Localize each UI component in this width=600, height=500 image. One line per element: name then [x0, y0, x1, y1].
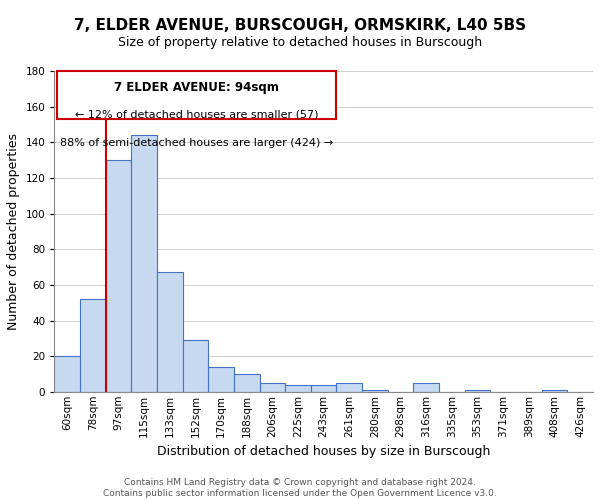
Bar: [234, 374, 260, 392]
Text: Contains HM Land Registry data © Crown copyright and database right 2024.
Contai: Contains HM Land Registry data © Crown c…: [103, 478, 497, 498]
Bar: [362, 390, 388, 392]
Text: ← 12% of detached houses are smaller (57): ← 12% of detached houses are smaller (57…: [75, 110, 319, 120]
Bar: [208, 367, 234, 392]
Bar: [285, 384, 311, 392]
Bar: [157, 272, 182, 392]
FancyBboxPatch shape: [57, 71, 337, 119]
Bar: [182, 340, 208, 392]
Bar: [311, 384, 337, 392]
X-axis label: Distribution of detached houses by size in Burscough: Distribution of detached houses by size …: [157, 445, 490, 458]
Bar: [337, 383, 362, 392]
Bar: [260, 383, 285, 392]
Bar: [465, 390, 490, 392]
Text: 88% of semi-detached houses are larger (424) →: 88% of semi-detached houses are larger (…: [60, 138, 333, 148]
Y-axis label: Number of detached properties: Number of detached properties: [7, 133, 20, 330]
Text: 7, ELDER AVENUE, BURSCOUGH, ORMSKIRK, L40 5BS: 7, ELDER AVENUE, BURSCOUGH, ORMSKIRK, L4…: [74, 18, 526, 32]
Bar: [542, 390, 568, 392]
Bar: [80, 299, 106, 392]
Bar: [106, 160, 131, 392]
Text: Size of property relative to detached houses in Burscough: Size of property relative to detached ho…: [118, 36, 482, 49]
Text: 7 ELDER AVENUE: 94sqm: 7 ELDER AVENUE: 94sqm: [114, 80, 279, 94]
Bar: [54, 356, 80, 392]
Bar: [131, 135, 157, 392]
Bar: [413, 383, 439, 392]
